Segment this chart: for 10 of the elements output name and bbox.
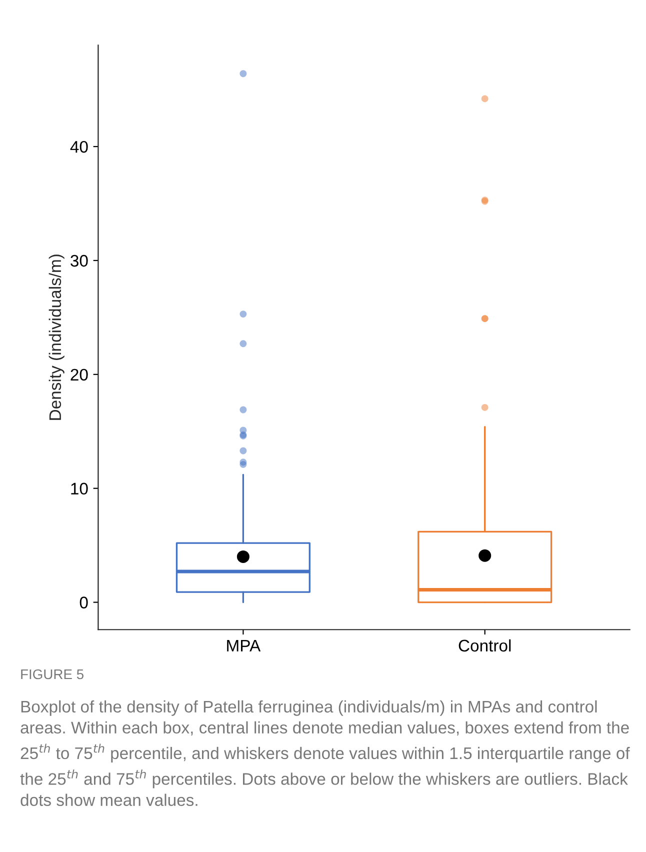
text: Boxplot of the density of Patella ferruginea (individuals/m) in MPAs and control areas. Within each box, central lines denote median values, boxes extend from the 25$^{th}$ to 75$^{th}$ percentile, and whiskers denote values within 1.5 interquartile range of the 25$^{th}$ and 75$^{th}$ percentiles. Dots above or below the whiskers are outliers. Black dots show mean values.: [20, 700, 630, 806]
y-tick-label: 10: [71, 482, 88, 495]
y-tick-label: 20: [70, 368, 88, 381]
y-tick-label: 0: [80, 596, 88, 608]
x-tick-label: Control: [458, 639, 511, 652]
y-tick-label: 30: [70, 254, 88, 267]
y-tick-label: 40: [70, 140, 88, 153]
x-tick-label: MPA: [227, 640, 261, 652]
y-axis-title: Density (individuals/m): [48, 254, 64, 420]
text: FIGURE 5: [21, 669, 84, 680]
